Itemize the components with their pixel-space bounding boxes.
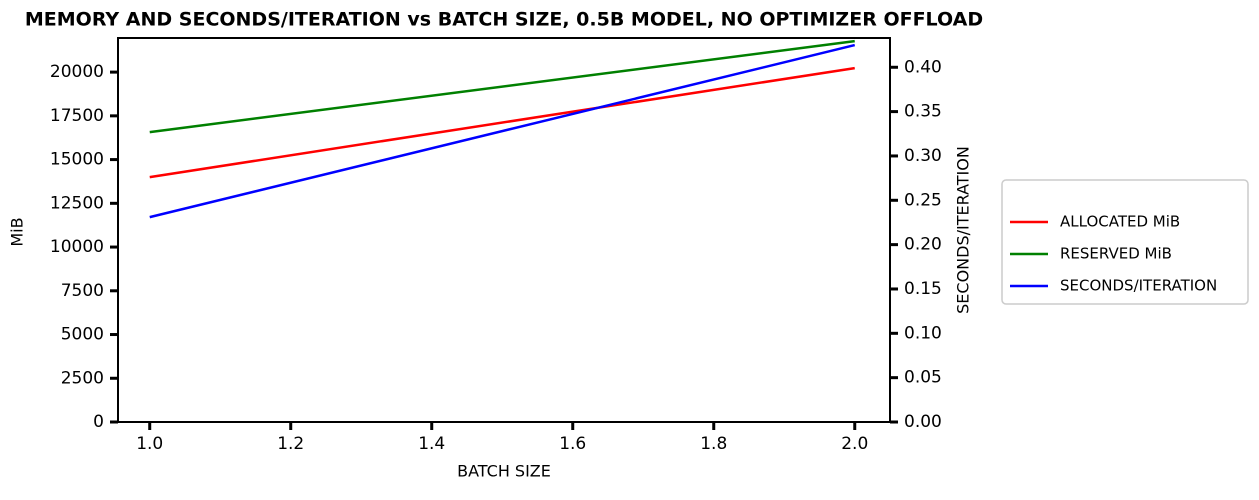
plot-frame	[117, 37, 891, 423]
x-tick-label: 1.4	[418, 434, 445, 454]
y-tick-label: 0	[93, 412, 104, 432]
legend-label: ALLOCATED MiB	[1060, 213, 1180, 231]
y2-tick-label: 0.00	[904, 412, 942, 432]
y-tick-label: 7500	[61, 281, 104, 301]
y2-tick-label: 0.20	[904, 235, 942, 255]
series-line	[149, 66, 855, 179]
x-tick-label: 1.6	[559, 434, 586, 454]
series-line	[149, 43, 856, 219]
x-tick-label: 1.2	[277, 434, 304, 454]
y2-tick-label: 0.25	[904, 190, 942, 210]
y-tick-label: 2500	[61, 368, 104, 388]
y-axis-label: MiB	[8, 217, 27, 246]
legend-label: RESERVED MiB	[1060, 245, 1172, 263]
y2-tick-label: 0.05	[904, 368, 942, 388]
x-axis-label: BATCH SIZE	[457, 462, 551, 481]
y2-tick-label: 0.35	[904, 102, 942, 122]
x-tick-label: 1.0	[136, 434, 163, 454]
x-tick-label: 1.8	[700, 434, 727, 454]
series-line	[149, 39, 855, 134]
y-tick-label: 17500	[50, 106, 104, 126]
y2-tick-label: 0.15	[904, 279, 942, 299]
y2-tick-label: 0.10	[904, 323, 942, 343]
y-tick-label: 15000	[50, 150, 104, 170]
y2-tick-label: 0.40	[904, 57, 942, 77]
y-tick-label: 12500	[50, 193, 104, 213]
legend-label: SECONDS/ITERATION	[1060, 277, 1217, 295]
y-tick-label: 5000	[61, 325, 104, 345]
chart-title: MEMORY AND SECONDS/ITERATION vs BATCH SI…	[25, 9, 983, 31]
x-tick-label: 2.0	[841, 434, 868, 454]
y-tick-label: 10000	[50, 237, 104, 257]
legend-box	[1001, 179, 1249, 305]
y2-tick-label: 0.30	[904, 146, 942, 166]
y2-axis-label: SECONDS/ITERATION	[954, 146, 973, 314]
y-tick-label: 20000	[50, 62, 104, 82]
